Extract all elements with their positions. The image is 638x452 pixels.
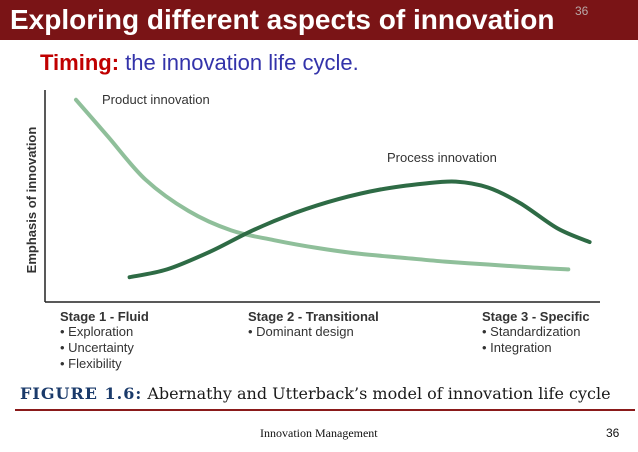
stage-1-item: • Uncertainty <box>60 340 134 355</box>
slide-title: Exploring different aspects of innovatio… <box>10 4 555 35</box>
stage-1-item: • Flexibility <box>60 356 122 371</box>
stage-1-item: • Exploration <box>60 324 133 339</box>
caption-divider <box>15 409 635 411</box>
stage-3-item: • Standardization <box>482 324 581 339</box>
series-label-product-innovation: Product innovation <box>102 92 210 107</box>
series-line-process-innovation <box>127 179 592 280</box>
title-slide-number: 36 <box>575 4 589 18</box>
subtitle-text: the innovation life cycle. <box>125 50 359 75</box>
series-label-process-innovation: Process innovation <box>387 150 497 165</box>
innovation-life-cycle-chart: Emphasis of innovation Product innovatio… <box>24 90 600 371</box>
stage-3-item: • Integration <box>482 340 552 355</box>
subtitle: Timing: the innovation life cycle. <box>40 48 359 78</box>
figure-label: FIGURE 1.6: <box>20 384 143 403</box>
footer-course-name: Innovation Management <box>260 426 378 440</box>
series-line-product-innovation <box>74 97 571 272</box>
footer-page-number: 36 <box>606 426 620 440</box>
stage-3-title: Stage 3 - Specific <box>482 309 590 324</box>
y-axis-label: Emphasis of innovation <box>24 127 39 274</box>
stage-2-item: • Dominant design <box>248 324 354 339</box>
figure-caption-text: Abernathy and Utterback’s model of innov… <box>147 384 611 403</box>
stage-2-title: Stage 2 - Transitional <box>248 309 379 324</box>
subtitle-keyword: Timing: <box>40 50 120 75</box>
title-bar: Exploring different aspects of innovatio… <box>0 0 638 40</box>
stage-1-title: Stage 1 - Fluid <box>60 309 149 324</box>
figure-caption: FIGURE 1.6: Abernathy and Utterback’s mo… <box>20 384 611 403</box>
